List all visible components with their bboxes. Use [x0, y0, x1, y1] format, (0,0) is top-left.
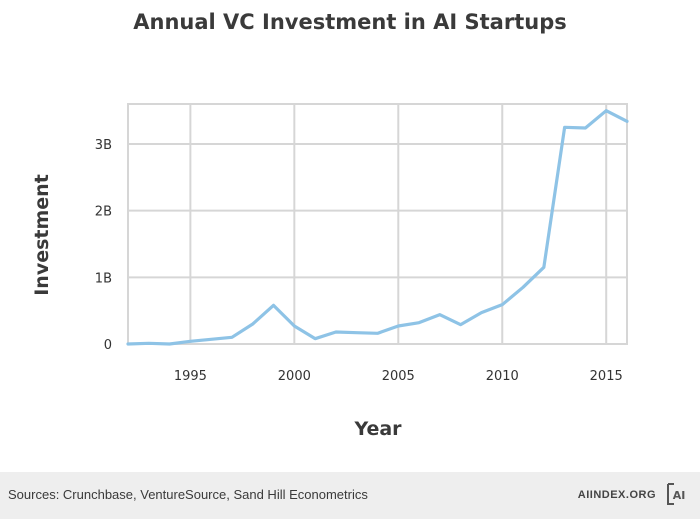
y-tick-label: 1B: [95, 271, 112, 286]
x-axis-label: Year: [354, 418, 402, 440]
logo-text: AI: [673, 489, 686, 502]
x-tick-label: 2010: [486, 369, 519, 384]
y-tick-label: 3B: [95, 138, 112, 153]
footer-bar: Sources: Crunchbase, VentureSource, Sand…: [0, 472, 700, 519]
ai-index-logo-icon: AI: [667, 483, 686, 505]
x-tick-label: 2000: [278, 369, 311, 384]
chart-title: Annual VC Investment in AI Startups: [133, 10, 567, 34]
line-chart: 1995 2000 2005 2010 2015 0 1B 2B 3B: [95, 103, 629, 384]
source-note: Sources: Crunchbase, VentureSource, Sand…: [8, 487, 368, 502]
plot-frame: [127, 103, 628, 345]
x-tick-label: 1995: [174, 369, 207, 384]
y-tick-label: 0: [104, 338, 112, 353]
brand-link[interactable]: AIINDEX.ORG: [577, 489, 656, 501]
y-tick-label: 2B: [95, 205, 112, 220]
x-tick-label: 2005: [382, 369, 415, 384]
y-axis-label: Investment: [31, 174, 53, 296]
chart-area: 1995 2000 2005 2010 2015 0 1B 2B 3B Investment Y…: [31, 103, 629, 440]
x-tick-label: 2015: [590, 369, 623, 384]
